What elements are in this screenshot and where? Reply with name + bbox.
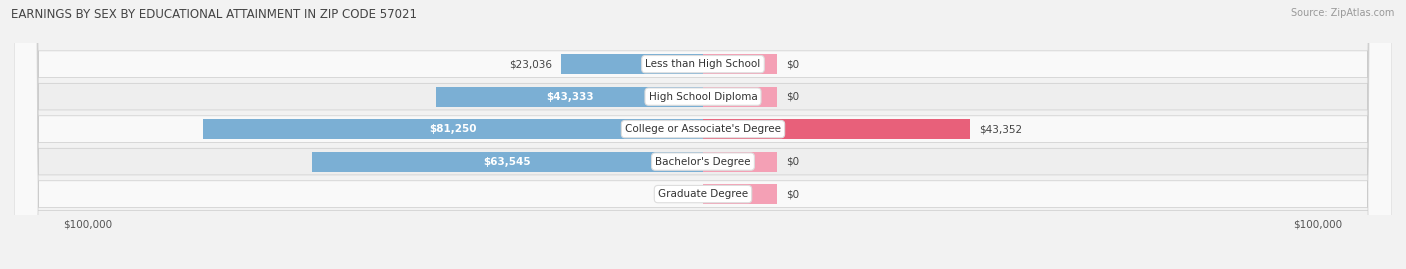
Bar (436, 87, 703, 107)
Text: Less than High School: Less than High School (645, 59, 761, 69)
Bar (561, 54, 703, 74)
Text: $63,545: $63,545 (484, 157, 531, 167)
Bar (312, 151, 703, 172)
Text: $0: $0 (681, 189, 693, 199)
Bar (204, 119, 703, 139)
Text: EARNINGS BY SEX BY EDUCATIONAL ATTAINMENT IN ZIP CODE 57021: EARNINGS BY SEX BY EDUCATIONAL ATTAINMEN… (11, 8, 418, 21)
Text: Graduate Degree: Graduate Degree (658, 189, 748, 199)
FancyBboxPatch shape (14, 0, 1392, 269)
Text: $0: $0 (786, 92, 799, 102)
FancyBboxPatch shape (14, 0, 1392, 269)
Text: Bachelor's Degree: Bachelor's Degree (655, 157, 751, 167)
FancyBboxPatch shape (14, 0, 1392, 269)
Text: $0: $0 (786, 59, 799, 69)
Bar (703, 87, 778, 107)
Text: $0: $0 (786, 189, 799, 199)
Text: Source: ZipAtlas.com: Source: ZipAtlas.com (1291, 8, 1395, 18)
Bar (703, 184, 778, 204)
Text: $43,333: $43,333 (546, 92, 593, 102)
Text: $0: $0 (786, 157, 799, 167)
FancyBboxPatch shape (14, 0, 1392, 269)
Text: $43,352: $43,352 (979, 124, 1022, 134)
Text: High School Diploma: High School Diploma (648, 92, 758, 102)
Text: $81,250: $81,250 (429, 124, 477, 134)
Bar (703, 119, 970, 139)
Text: College or Associate's Degree: College or Associate's Degree (626, 124, 780, 134)
Text: $23,036: $23,036 (509, 59, 553, 69)
Bar (703, 151, 778, 172)
Bar (703, 54, 778, 74)
FancyBboxPatch shape (14, 0, 1392, 269)
